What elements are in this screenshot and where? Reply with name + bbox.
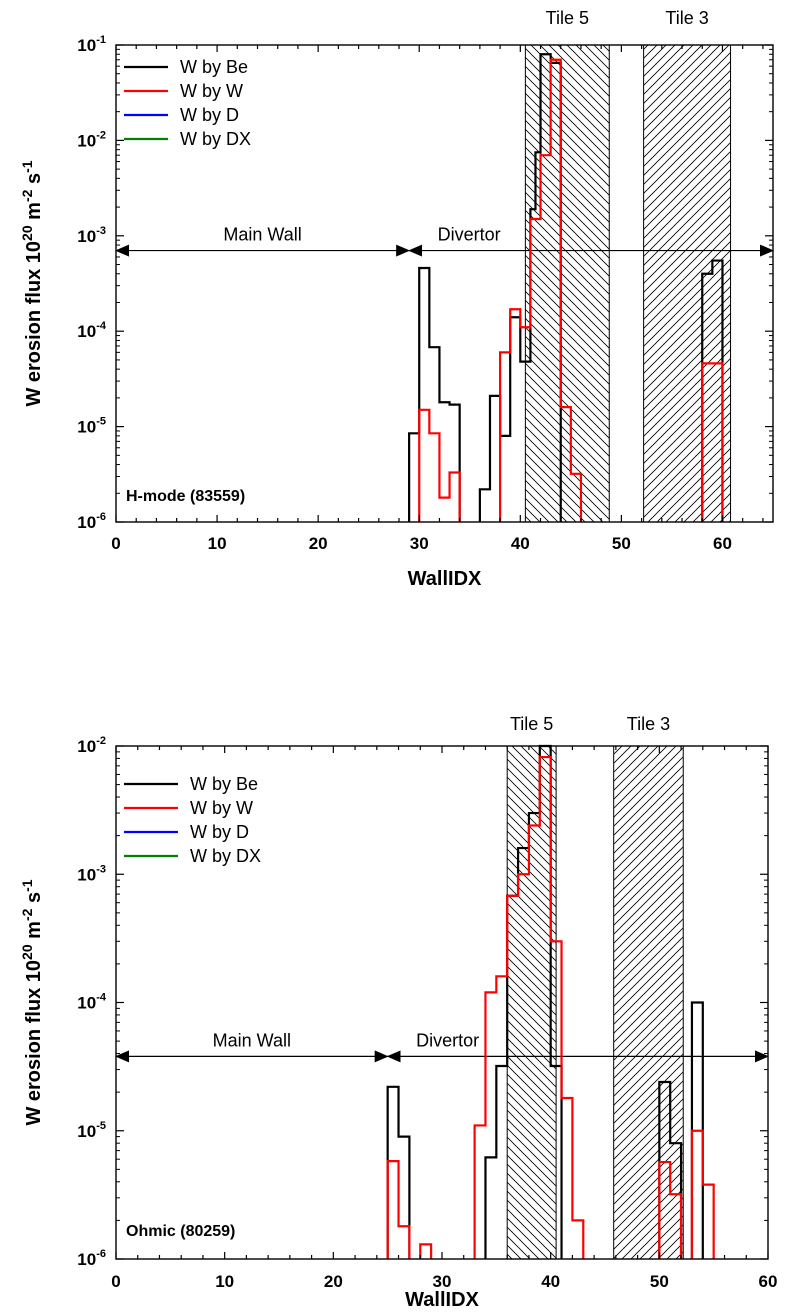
x-tick-label: 30	[433, 1272, 452, 1291]
x-tick-label: 40	[511, 534, 530, 553]
x-tick-label: 60	[759, 1272, 778, 1291]
plot-frame	[115, 44, 774, 523]
region-label: Tile 3	[665, 8, 708, 28]
y-tick-label: 10-1	[77, 34, 106, 55]
y-axis-title: W erosion flux 1020 m-2 s-1	[19, 879, 45, 1125]
x-tick-label: 50	[650, 1272, 669, 1291]
legend-label: W by DX	[180, 129, 251, 149]
x-tick-label: 0	[111, 1272, 120, 1291]
legend-label: W by Be	[190, 774, 258, 794]
legend-label: W by W	[180, 81, 243, 101]
region-label: Tile 5	[510, 714, 553, 734]
arrow-label: Divertor	[416, 1030, 479, 1050]
arrow-label: Main Wall	[223, 225, 301, 245]
region-tile-5	[506, 745, 557, 1260]
case-label: H-mode (83559)	[126, 488, 245, 505]
chart-panel-1: Tile 5 Tile 3 Main Wall Divertor 0 10 20 30 40 50…	[19, 8, 774, 590]
region-label: Tile 5	[546, 8, 589, 28]
y-tick-label: 10-2	[77, 735, 106, 756]
legend-label: W by D	[180, 105, 239, 125]
x-tick-label: 20	[309, 534, 328, 553]
legend-label: W by D	[190, 822, 249, 842]
y-tick-label: 10-6	[77, 1248, 106, 1269]
y-tick-label: 10-4	[77, 992, 107, 1013]
chart-panel-2: Tile 5 Tile 3 Main Wall Divertor 0 10 20 30 40 50…	[19, 714, 777, 1311]
legend-label: W by DX	[190, 846, 261, 866]
x-tick-label: 20	[324, 1272, 343, 1291]
x-tick-label: 0	[111, 534, 120, 553]
region-tile-3	[613, 745, 684, 1260]
series-w-by-be	[386, 744, 704, 1259]
series-w-by-w	[418, 58, 724, 522]
arrow-label: Main Wall	[213, 1030, 291, 1050]
region-tile-5	[524, 44, 610, 523]
x-tick-label: 50	[612, 534, 631, 553]
x-tick-label: 10	[208, 534, 227, 553]
x-tick-label: 40	[541, 1272, 560, 1291]
y-tick-label: 10-5	[77, 416, 106, 437]
x-tick-label: 60	[713, 534, 732, 553]
x-tick-label: 10	[215, 1272, 234, 1291]
legend-label: W by Be	[180, 57, 248, 77]
series-w-by-w	[386, 755, 715, 1259]
y-tick-label: 10-6	[77, 511, 106, 532]
y-tick-label: 10-3	[77, 225, 106, 246]
x-axis-title: WallIDX	[405, 1289, 479, 1311]
y-axis-title: W erosion flux 1020 m-2 s-1	[19, 160, 45, 406]
y-tick-label: 10-4	[77, 320, 107, 341]
x-tick-label: 30	[410, 534, 429, 553]
y-tick-label: 10-5	[77, 1120, 106, 1141]
series-w-by-be	[408, 53, 724, 522]
legend-label: W by W	[190, 798, 253, 818]
y-tick-label: 10-2	[77, 129, 106, 150]
region-tile-3	[643, 44, 732, 523]
case-label: Ohmic (80259)	[126, 1223, 235, 1240]
arrow-label: Divertor	[438, 225, 501, 245]
region-label: Tile 3	[627, 714, 670, 734]
y-tick-label: 10-3	[77, 863, 106, 884]
x-axis-title: WallIDX	[408, 568, 482, 590]
